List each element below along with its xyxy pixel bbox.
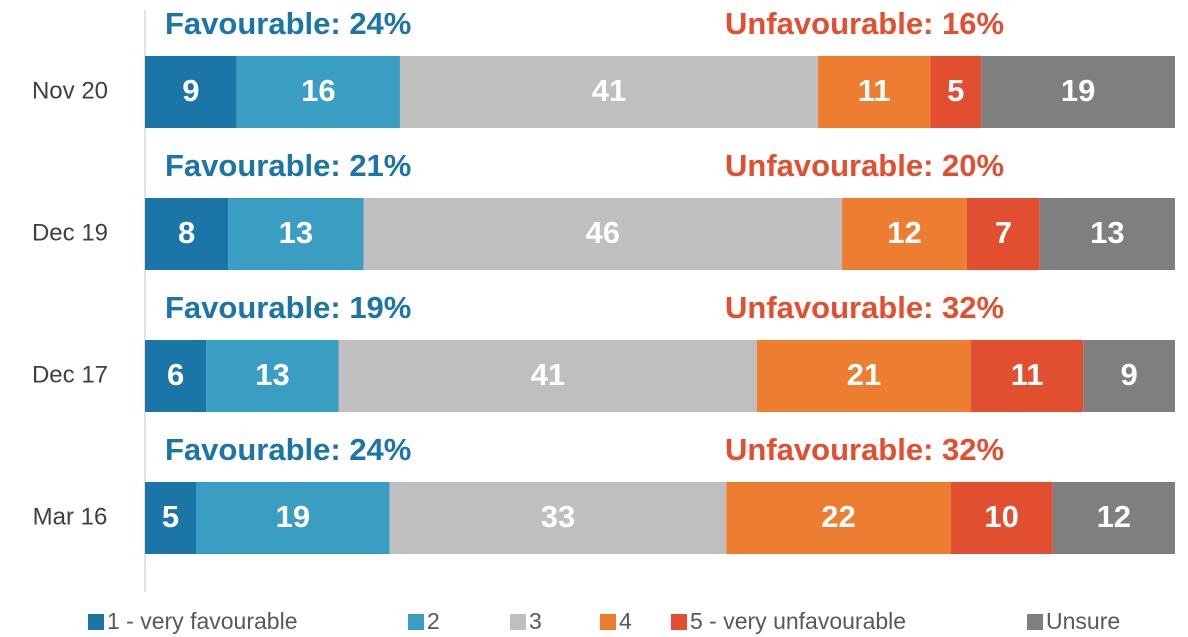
value-label: 33 <box>541 499 575 534</box>
bar-segment <box>756 340 972 412</box>
value-label: 7 <box>995 215 1012 250</box>
unfavourable-label: Unfavourable: 32% <box>725 432 1004 467</box>
value-label: 16 <box>301 73 335 108</box>
value-label: 22 <box>821 499 855 534</box>
bar-segment <box>195 482 390 554</box>
legend-label: Unsure <box>1046 608 1120 634</box>
value-label: 5 <box>947 73 964 108</box>
bar-segment <box>145 340 207 412</box>
legend-swatch <box>671 614 687 630</box>
bar-segment <box>206 340 339 412</box>
value-label: 12 <box>887 215 921 250</box>
bar-segment <box>930 56 982 128</box>
legend-swatch <box>88 614 104 630</box>
category-label: Dec 19 <box>32 219 108 246</box>
bar-segment <box>950 482 1053 554</box>
legend-swatch <box>1027 614 1043 630</box>
bar-segment <box>363 198 843 270</box>
bar-segment <box>842 198 967 270</box>
value-label: 13 <box>1090 215 1124 250</box>
favourable-label: Favourable: 24% <box>165 6 411 41</box>
unfavourable-label: Unfavourable: 32% <box>725 290 1004 325</box>
bar-segment <box>1039 198 1175 270</box>
bar-segment <box>971 340 1084 412</box>
favourable-label: Favourable: 21% <box>165 148 411 183</box>
bar-segment <box>818 56 931 128</box>
value-label: 8 <box>178 215 195 250</box>
value-label: 10 <box>984 499 1018 534</box>
value-label: 11 <box>858 73 891 108</box>
bar-segment <box>1083 340 1175 412</box>
value-label: 19 <box>1061 73 1095 108</box>
value-label: 6 <box>167 357 184 392</box>
bar-segment <box>338 340 757 412</box>
legend-label: 3 <box>529 608 542 634</box>
value-label: 46 <box>586 215 620 250</box>
legend-swatch <box>510 614 526 630</box>
value-label: 12 <box>1097 499 1131 534</box>
favourable-label: Favourable: 24% <box>165 432 411 467</box>
legend-swatch <box>408 614 424 630</box>
value-label: 9 <box>182 73 199 108</box>
bar-segment <box>981 56 1175 128</box>
bar-segment <box>145 56 237 128</box>
bar-segment <box>145 482 196 554</box>
value-label: 41 <box>531 357 565 392</box>
value-label: 13 <box>255 357 289 392</box>
category-label: Nov 20 <box>32 77 108 104</box>
bar-segment <box>236 56 400 128</box>
legend-label: 2 <box>427 608 440 634</box>
unfavourable-label: Unfavourable: 16% <box>725 6 1004 41</box>
legend-label: 4 <box>619 608 632 634</box>
bar-segment <box>399 56 819 128</box>
value-label: 41 <box>592 73 626 108</box>
value-label: 11 <box>1011 357 1044 392</box>
legend-swatch <box>600 614 616 630</box>
value-label: 19 <box>276 499 310 534</box>
value-label: 9 <box>1120 357 1137 392</box>
bar-segment <box>966 198 1040 270</box>
value-label: 5 <box>162 499 179 534</box>
legend-label: 5 - very unfavourable <box>690 608 906 634</box>
bar-segment <box>389 482 727 554</box>
bar-segment <box>228 198 364 270</box>
value-label: 13 <box>279 215 313 250</box>
value-label: 21 <box>847 357 881 392</box>
unfavourable-label: Unfavourable: 20% <box>725 148 1004 183</box>
bar-segment <box>726 482 951 554</box>
bar-segment <box>1052 482 1175 554</box>
category-label: Mar 16 <box>33 503 108 530</box>
category-label: Dec 17 <box>32 361 108 388</box>
favourable-label: Favourable: 19% <box>165 290 411 325</box>
legend-label: 1 - very favourable <box>107 608 297 634</box>
bar-segment <box>145 198 229 270</box>
